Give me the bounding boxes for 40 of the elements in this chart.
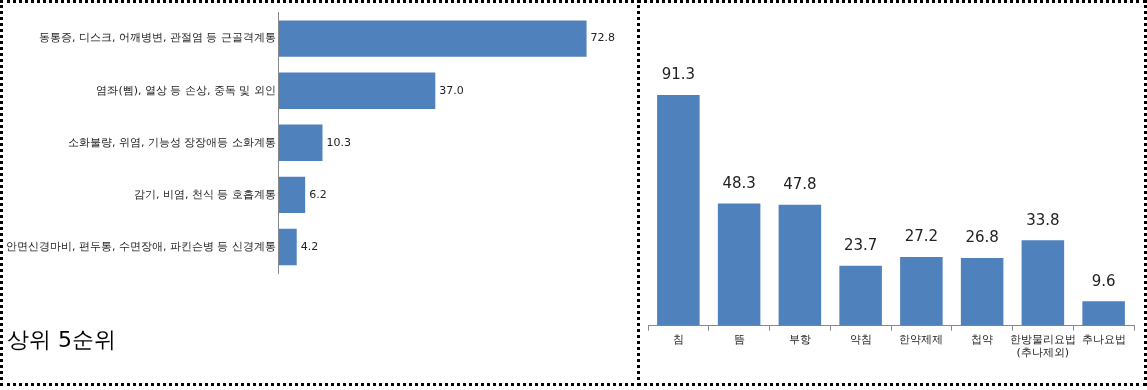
data-label: 26.8 <box>965 228 999 247</box>
bar <box>278 20 587 57</box>
x-tick-label: 한방물리요법 (추나제외) <box>1009 333 1076 360</box>
data-label: 27.2 <box>904 227 939 246</box>
bar <box>717 203 761 326</box>
bar <box>900 256 943 326</box>
data-label: 91.3 <box>661 65 696 84</box>
bar <box>1021 240 1065 326</box>
bar <box>278 228 297 266</box>
data-label: 23.7 <box>843 236 878 255</box>
data-label: 4.2 <box>300 239 319 253</box>
bar <box>278 72 436 109</box>
y-tick-label: 염좌(삠), 열상 등 손상, 중독 및 외인 <box>96 83 276 97</box>
bar <box>960 257 1004 326</box>
y-tick-label: 안면신경마비, 편두통, 수면장애, 파킨슨병 등 신경계통 <box>5 239 276 253</box>
data-label: 9.6 <box>1091 271 1116 290</box>
x-tick-label: 첩약 <box>971 333 994 347</box>
x-tick-label: 추나요법 <box>1081 333 1126 347</box>
bar <box>1082 301 1125 326</box>
data-label: 72.8 <box>590 31 616 45</box>
x-tick-label: 침 <box>672 333 684 347</box>
x-tick-label: 한약제제 <box>899 333 944 347</box>
data-label: 37.0 <box>439 83 464 97</box>
x-tick-label: 약침 <box>849 333 872 347</box>
data-label: 6.2 <box>309 187 327 201</box>
data-label: 47.8 <box>783 175 817 194</box>
text: 상위 5순위 <box>7 326 116 354</box>
y-tick-label: 동통증, 디스크, 어깨병변, 관절염 등 근골격계통 <box>38 31 276 45</box>
data-label: 10.3 <box>326 135 351 149</box>
bar <box>839 265 882 326</box>
y-tick-label: 감기, 비염, 천식 등 호흡계통 <box>133 187 276 201</box>
data-label: 33.8 <box>1026 210 1060 229</box>
bar <box>778 204 822 326</box>
x-tick-label: 부항 <box>788 333 811 347</box>
bar <box>278 176 306 214</box>
bar <box>278 124 323 162</box>
bar <box>657 94 700 326</box>
data-label: 48.3 <box>722 173 756 192</box>
x-tick-label: 뜸 <box>733 333 745 347</box>
y-tick-label: 소화불량, 위염, 기능성 장장애등 소화계통 <box>67 135 276 149</box>
